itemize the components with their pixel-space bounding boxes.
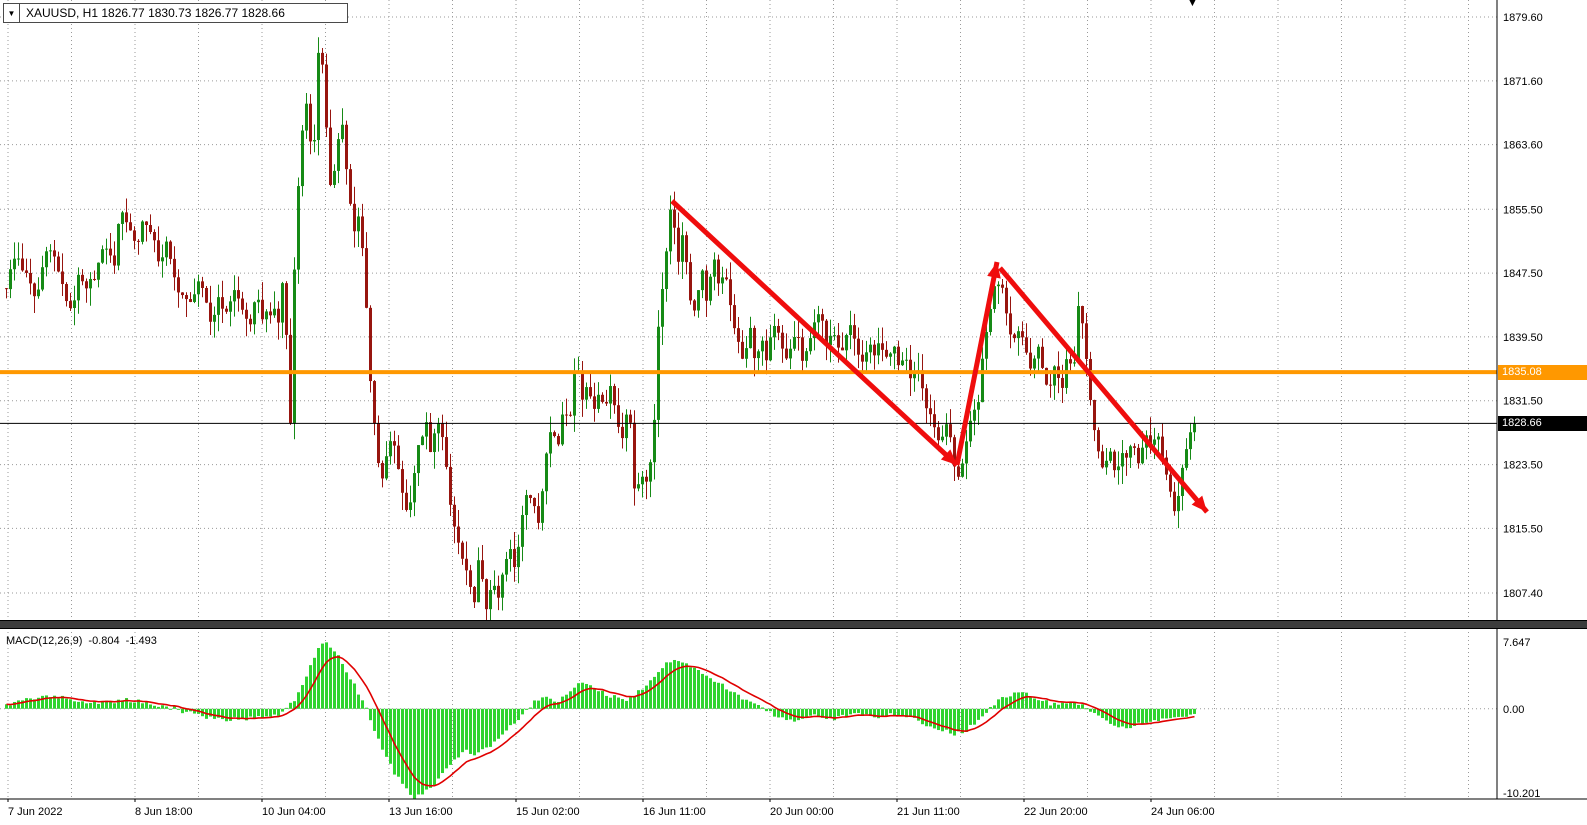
macd-axis-labels[interactable]: 7.647 0.00 -10.201 (1503, 637, 1540, 800)
svg-text:21 Jun 11:00: 21 Jun 11:00 (897, 806, 960, 818)
macd-indicator-caption: MACD(12,26,9) -0.804 -1.493 (6, 635, 163, 647)
svg-text:22 Jun 20:00: 22 Jun 20:00 (1024, 806, 1088, 818)
trend-arrows[interactable] (670, 199, 1209, 514)
price-line-badge: 1835.08 (1498, 364, 1587, 380)
macd-signal-line (6, 656, 1195, 787)
time-axis-labels[interactable]: 7 Jun 2022 8 Jun 18:00 10 Jun 04:00 13 Jun … (7, 799, 1215, 818)
frame-layer (0, 0, 1587, 800)
svg-text:1863.60: 1863.60 (1503, 140, 1543, 152)
macd-value: -0.804 (88, 635, 120, 647)
svg-text:1839.50: 1839.50 (1503, 332, 1543, 344)
svg-text:24 Jun 06:00: 24 Jun 06:00 (1151, 806, 1215, 818)
symbol-dropdown-button[interactable]: ▼ (3, 3, 20, 23)
svg-text:7.647: 7.647 (1503, 637, 1531, 649)
chart-header: ▼ XAUUSD, H1 1826.77 1830.73 1826.77 182… (3, 3, 348, 23)
svg-text:1847.50: 1847.50 (1503, 268, 1543, 280)
chart-title-text: XAUUSD, H1 1826.77 1830.73 1826.77 1828.… (26, 6, 285, 20)
svg-text:7 Jun 2022: 7 Jun 2022 (8, 806, 62, 818)
macd-label: MACD(12,26,9) (6, 635, 83, 647)
grid-layer (0, 0, 1497, 799)
svg-text:20 Jun 00:00: 20 Jun 00:00 (770, 806, 834, 818)
svg-text:1871.60: 1871.60 (1503, 76, 1543, 88)
svg-text:13 Jun 16:00: 13 Jun 16:00 (389, 806, 453, 818)
svg-text:15 Jun 02:00: 15 Jun 02:00 (516, 806, 580, 818)
svg-text:1879.60: 1879.60 (1503, 12, 1543, 24)
price-axis-labels[interactable]: 1879.60 1871.60 1863.60 1855.50 1847.50 1839.… (1503, 12, 1543, 600)
chart-title: XAUUSD, H1 1826.77 1830.73 1826.77 1828.… (20, 3, 348, 23)
svg-text:1807.40: 1807.40 (1503, 588, 1543, 600)
svg-text:1831.50: 1831.50 (1503, 396, 1543, 408)
svg-text:10 Jun 04:00: 10 Jun 04:00 (262, 806, 326, 818)
horizontal-lines-layer[interactable] (0, 370, 1497, 424)
svg-text:0.00: 0.00 (1503, 704, 1524, 716)
svg-text:1815.50: 1815.50 (1503, 523, 1543, 535)
svg-text:16 Jun 11:00: 16 Jun 11:00 (643, 806, 706, 818)
candles-layer[interactable] (5, 37, 1196, 628)
panel-splitter[interactable] (0, 620, 1587, 629)
svg-text:8 Jun 18:00: 8 Jun 18:00 (135, 806, 193, 818)
bid-price-badge: 1828.66 (1498, 415, 1587, 431)
svg-text:-10.201: -10.201 (1503, 788, 1540, 800)
caret-down-icon: ▼ (7, 8, 16, 18)
svg-text:1823.50: 1823.50 (1503, 460, 1543, 472)
macd-histogram (5, 642, 1196, 799)
last-bar-marker-icon: ▼ (1187, 0, 1198, 9)
macd-signal-value: -1.493 (125, 635, 157, 647)
svg-text:1855.50: 1855.50 (1503, 204, 1543, 216)
